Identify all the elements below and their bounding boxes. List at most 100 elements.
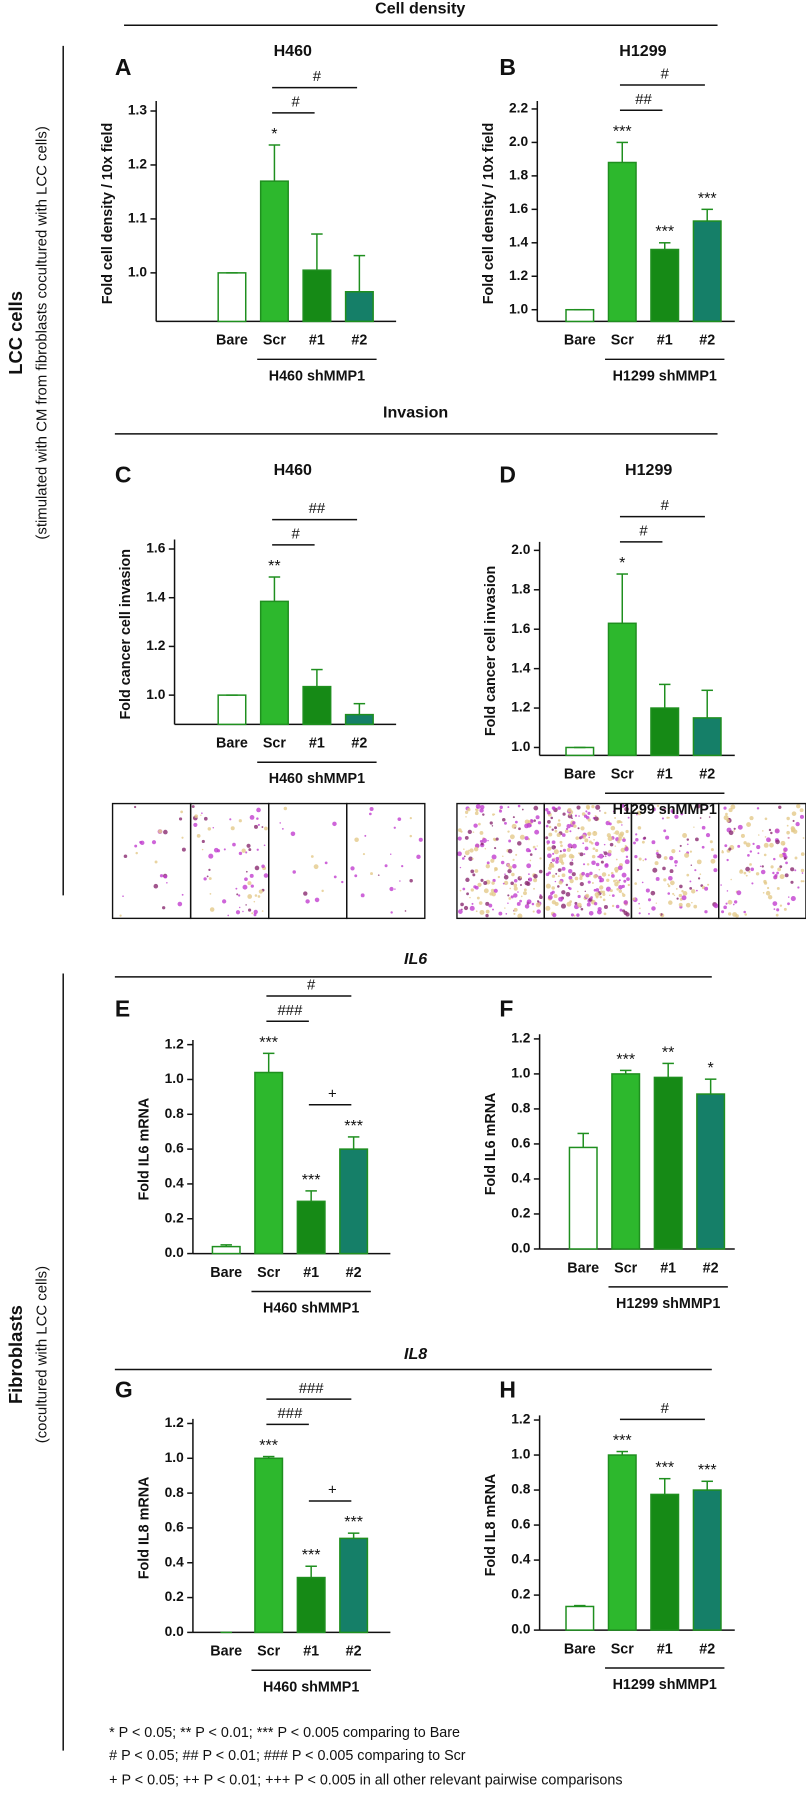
cell-dot — [794, 869, 797, 872]
side-subtitle: (stimulated with CM from fibroblasts coc… — [33, 126, 50, 539]
cell-dot — [416, 854, 421, 860]
cell-dot — [511, 872, 515, 877]
cell-dot — [245, 904, 247, 906]
cell-dot — [583, 814, 588, 818]
cell-dot — [638, 857, 642, 861]
cell-dot — [611, 894, 615, 898]
cell-dot — [247, 881, 252, 886]
cell-dot — [565, 883, 569, 887]
cell-dot — [710, 858, 716, 864]
cell-dot — [733, 827, 736, 830]
bar — [565, 1605, 595, 1631]
cell-dot — [368, 812, 372, 816]
x-tick-label: #2 — [703, 1260, 719, 1276]
cell-dot — [503, 880, 509, 886]
cell-dot — [513, 883, 518, 888]
cell-dot — [726, 890, 729, 892]
cell-dot — [562, 848, 567, 852]
cell-dot — [593, 888, 597, 892]
cell-dot — [258, 889, 263, 894]
cell-dot — [486, 861, 490, 865]
y-tick-label: 1.2 — [128, 157, 147, 172]
cell-dot — [656, 849, 659, 853]
cell-dot — [678, 902, 683, 907]
group-label: H1299 shMMP1 — [613, 368, 717, 384]
y-tick-label: 1.0 — [511, 1447, 530, 1462]
cell-dot — [782, 852, 786, 856]
cell-dot — [397, 817, 402, 821]
cell-dot — [588, 874, 591, 877]
cell-dot — [751, 882, 754, 885]
cell-dot — [651, 840, 656, 845]
cell-dot — [471, 902, 474, 905]
cell-dot — [567, 807, 572, 813]
cell-dot — [154, 860, 158, 864]
cell-dot — [249, 873, 254, 878]
cell-dot — [609, 894, 611, 897]
cell-dot — [697, 877, 701, 880]
cell-dot — [559, 840, 563, 844]
cell-dot — [468, 856, 473, 862]
cell-dot — [645, 888, 650, 893]
x-tick-label: #1 — [657, 1641, 673, 1657]
cell-dot — [393, 826, 396, 829]
cell-dot — [730, 878, 732, 881]
significance: *** — [302, 1171, 321, 1189]
cell-dot — [609, 889, 613, 893]
cell-dot — [791, 830, 794, 833]
cell-dot — [553, 894, 558, 899]
cell-dot — [502, 855, 504, 858]
cell-dot — [464, 810, 469, 814]
cell-dot — [507, 869, 512, 874]
cell-dot — [621, 884, 625, 889]
cell-dot — [463, 848, 465, 850]
x-tick-label: Scr — [257, 1644, 281, 1660]
y-axis-label: Fold IL6 mRNA — [483, 1093, 499, 1196]
cell-dot — [162, 906, 166, 910]
cell-dot — [545, 836, 549, 840]
y-tick-label: 1.4 — [146, 589, 165, 604]
cell-dot — [592, 830, 598, 837]
cell-dot — [585, 804, 591, 809]
cell-dot — [360, 893, 365, 898]
cell-dot — [593, 874, 598, 879]
error-bar — [658, 242, 671, 250]
comparison-label: ## — [309, 500, 326, 517]
footnote: # P < 0.05; ## P < 0.01; ### P < 0.005 c… — [109, 1748, 466, 1764]
cell-dot — [736, 890, 742, 896]
error-bar — [658, 1477, 671, 1495]
cell-dot — [708, 816, 711, 818]
cell-dot — [364, 834, 367, 837]
cell-dot — [557, 822, 562, 827]
cell-dot — [623, 879, 627, 883]
y-tick-label: 0.0 — [511, 1241, 530, 1256]
cell-dot — [257, 895, 261, 898]
y-tick-label: 1.2 — [165, 1415, 184, 1430]
cell-dot — [510, 881, 514, 886]
cell-dot — [528, 877, 533, 882]
cell-dot — [479, 909, 485, 915]
error-bar — [701, 208, 713, 222]
cell-dot — [625, 855, 629, 859]
bar — [607, 161, 637, 323]
cell-dot — [587, 811, 591, 815]
cell-dot — [610, 871, 614, 875]
cell-dot — [507, 902, 509, 904]
cell-dot — [249, 815, 255, 820]
cell-dot — [775, 839, 780, 845]
cell-dot — [777, 867, 782, 872]
y-axis-label: Fold IL8 mRNA — [483, 1474, 499, 1577]
cell-dot — [500, 860, 505, 865]
cell-dot — [551, 845, 556, 850]
cell-dot — [621, 872, 627, 878]
cell-dot — [743, 910, 746, 914]
error-bar — [619, 1069, 632, 1074]
cell-dot — [761, 865, 764, 868]
cell-dot — [764, 817, 768, 821]
cell-dot — [745, 866, 750, 872]
x-tick-label: #1 — [303, 1265, 319, 1281]
x-tick-label: #1 — [303, 1644, 319, 1660]
y-tick-label: 1.0 — [509, 301, 528, 316]
cell-dot — [151, 840, 157, 845]
